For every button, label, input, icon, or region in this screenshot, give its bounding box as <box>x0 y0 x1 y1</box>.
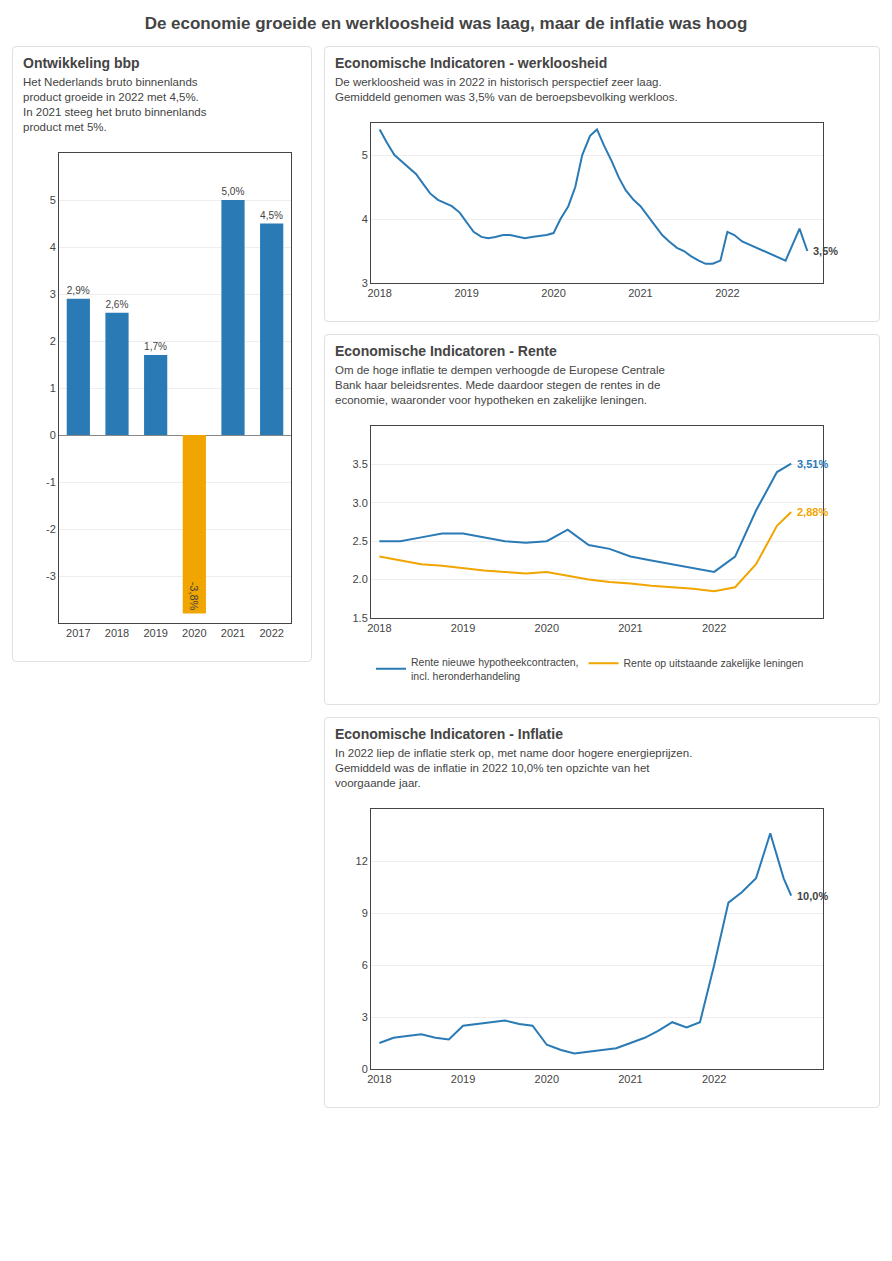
svg-text:2019: 2019 <box>451 622 475 634</box>
svg-text:Rente op uitstaande zakelijke: Rente op uitstaande zakelijke leningen <box>624 657 804 669</box>
svg-text:3.0: 3.0 <box>353 497 368 509</box>
svg-text:2022: 2022 <box>702 1073 726 1085</box>
svg-text:2,88%: 2,88% <box>797 506 828 518</box>
svg-text:4,5%: 4,5% <box>260 210 283 221</box>
svg-text:9: 9 <box>362 907 368 919</box>
svg-text:Rente nieuwe hypotheekcontract: Rente nieuwe hypotheekcontracten,incl. h… <box>411 656 579 682</box>
svg-text:-3: -3 <box>46 570 56 582</box>
svg-text:2019: 2019 <box>143 627 167 639</box>
svg-text:2,9%: 2,9% <box>67 285 90 296</box>
svg-text:1.5: 1.5 <box>353 612 368 624</box>
svg-text:2020: 2020 <box>535 622 559 634</box>
svg-text:3,5%: 3,5% <box>813 245 838 257</box>
svg-text:2020: 2020 <box>535 1073 559 1085</box>
html-text:Om de hoge inflatie te dempen: Om de hoge inflatie te dempen verhoogde … <box>335 364 665 406</box>
svg-text:2022: 2022 <box>715 287 739 299</box>
svg-text:2018: 2018 <box>367 622 391 634</box>
html-text:Economische Indicatoren - Rent: Economische Indicatoren - Rente <box>335 343 557 359</box>
svg-text:2021: 2021 <box>618 622 642 634</box>
svg-text:2,6%: 2,6% <box>105 299 128 310</box>
svg-text:2022: 2022 <box>259 627 283 639</box>
svg-text:-1: -1 <box>46 476 56 488</box>
svg-text:1: 1 <box>50 382 56 394</box>
svg-text:12: 12 <box>356 855 368 867</box>
svg-text:6: 6 <box>362 959 368 971</box>
svg-text:2.0: 2.0 <box>353 573 368 585</box>
svg-text:2.5: 2.5 <box>353 535 368 547</box>
svg-text:0: 0 <box>50 429 56 441</box>
html-text:De werkloosheid was in 2022 in: De werkloosheid was in 2022 in historisc… <box>335 76 678 103</box>
svg-text:5: 5 <box>362 149 368 161</box>
html-text:In 2022 liep de inflatie sterk: In 2022 liep de inflatie sterk op, met n… <box>335 747 693 789</box>
svg-text:3,51%: 3,51% <box>797 458 828 470</box>
svg-text:3: 3 <box>50 288 56 300</box>
svg-text:5,0%: 5,0% <box>221 186 244 197</box>
svg-text:4: 4 <box>362 213 368 225</box>
svg-text:2018: 2018 <box>105 627 129 639</box>
svg-text:2: 2 <box>50 335 56 347</box>
svg-text:3.5: 3.5 <box>353 458 368 470</box>
svg-text:2021: 2021 <box>221 627 245 639</box>
svg-text:0: 0 <box>362 1063 368 1075</box>
svg-text:2020: 2020 <box>541 287 565 299</box>
svg-text:3: 3 <box>362 1011 368 1023</box>
svg-text:1,7%: 1,7% <box>144 341 167 352</box>
svg-text:5: 5 <box>50 194 56 206</box>
svg-text:2019: 2019 <box>454 287 478 299</box>
svg-text:-3,8%: -3,8% <box>188 582 200 611</box>
svg-text:2018: 2018 <box>367 1073 391 1085</box>
svg-text:2022: 2022 <box>702 622 726 634</box>
html-text:Het Nederlands bruto binnenlan: Het Nederlands bruto binnenlands product… <box>23 76 207 133</box>
html-text:Ontwikkeling bbp: Ontwikkeling bbp <box>23 55 140 71</box>
svg-text:10,0%: 10,0% <box>797 890 828 902</box>
svg-text:2021: 2021 <box>618 1073 642 1085</box>
html-text:De economie groeide en werkloo: De economie groeide en werkloosheid was … <box>144 14 748 33</box>
svg-text:4: 4 <box>50 241 56 253</box>
html-text:Economische Indicatoren - werk: Economische Indicatoren - werkloosheid <box>335 55 608 71</box>
svg-text:2019: 2019 <box>451 1073 475 1085</box>
html-text:Economische Indicatoren - Infl: Economische Indicatoren - Inflatie <box>335 726 563 742</box>
svg-text:2017: 2017 <box>66 627 90 639</box>
svg-text:2021: 2021 <box>628 287 652 299</box>
svg-text:-2: -2 <box>46 523 56 535</box>
svg-text:2020: 2020 <box>182 627 206 639</box>
svg-text:2018: 2018 <box>367 287 391 299</box>
svg-text:3: 3 <box>362 277 368 289</box>
